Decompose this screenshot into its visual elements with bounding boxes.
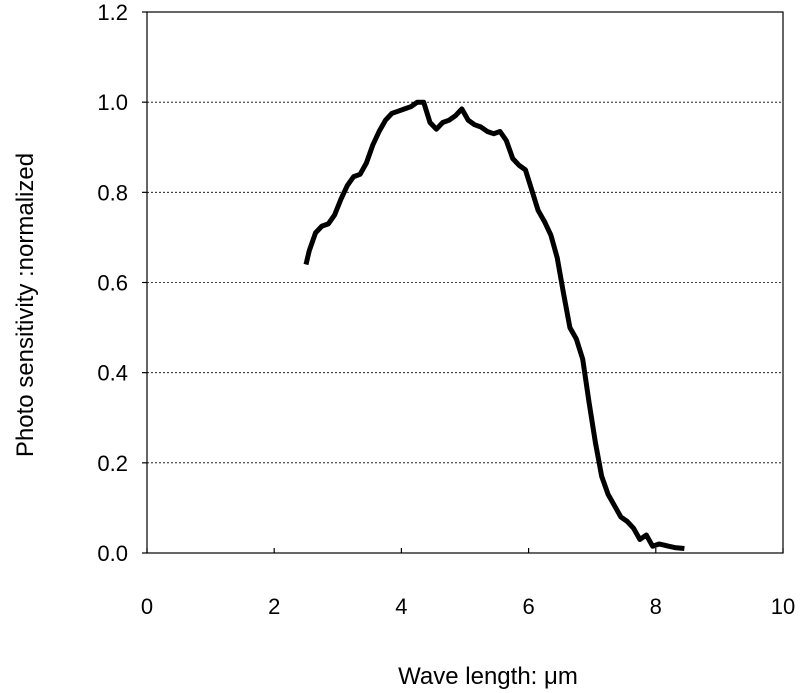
- y-tick-label: 0.4: [97, 361, 128, 386]
- x-axis-ticks: 0 2 4 6 8 10: [141, 548, 795, 619]
- y-tick-label: 0.6: [97, 271, 128, 296]
- x-tick-label: 10: [771, 594, 795, 619]
- x-tick-label: 2: [268, 594, 280, 619]
- y-tick-label: 1.0: [97, 90, 128, 115]
- x-axis-title: Wave length: μm: [398, 663, 578, 690]
- y-axis-title: Photo sensitivity :normalized: [12, 153, 39, 457]
- x-tick-label: 0: [141, 594, 153, 619]
- x-tick-label: 4: [395, 594, 407, 619]
- x-tick-label: 8: [650, 594, 662, 619]
- y-tick-label: 0.2: [97, 451, 128, 476]
- x-tick-label: 6: [522, 594, 534, 619]
- y-tick-label: 1.2: [97, 0, 128, 25]
- y-axis-ticks: 0.0 0.2 0.4 0.6 0.8 1.0 1.2: [97, 0, 147, 566]
- series-line: [303, 99, 685, 551]
- gridlines: [147, 101, 783, 464]
- y-tick-label: 0.8: [97, 180, 128, 205]
- y-tick-label: 0.0: [97, 541, 128, 566]
